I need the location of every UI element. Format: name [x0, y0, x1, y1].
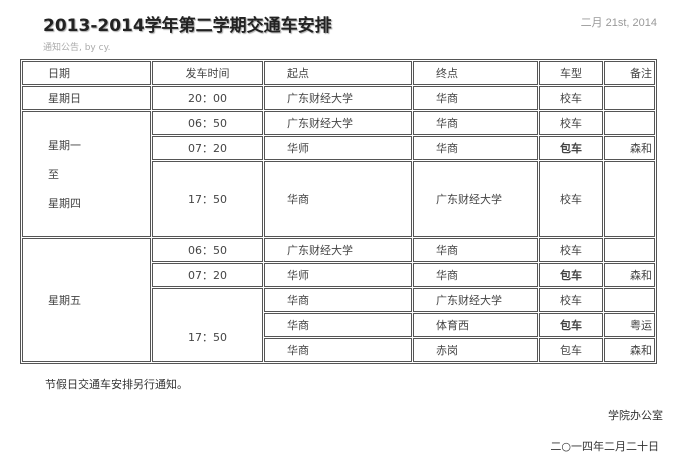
- vehicle-type-cell: 包车: [539, 136, 603, 160]
- destination-cell: 广东财经大学: [413, 288, 538, 312]
- table-row: 华商 体育西 包车 粤运: [22, 313, 655, 337]
- vehicle-type-cell: 校车: [539, 161, 603, 237]
- vehicle-type-cell: 包车: [539, 313, 603, 337]
- departure-time-cell: 17：50: [152, 288, 263, 362]
- vehicle-type-cell: 校车: [539, 238, 603, 262]
- day-cell: 星期日: [22, 86, 151, 110]
- destination-cell: 体育西: [413, 313, 538, 337]
- column-header: 起点: [264, 61, 412, 85]
- vehicle-type-cell: 校车: [539, 86, 603, 110]
- origin-cell: 华商: [264, 161, 412, 237]
- schedule-table: 日期 发车时间 起点 终点 车型 备注 星期日 20：00 广东财经大学 华商 校车 星期一至星期四 0…: [20, 59, 657, 364]
- table-row: 17：50 华商 广东财经大学 校车: [22, 161, 655, 237]
- origin-cell: 广东财经大学: [264, 238, 412, 262]
- destination-cell: 华商: [413, 111, 538, 135]
- day-cell: 星期五: [22, 238, 151, 362]
- vehicle-type-cell: 校车: [539, 111, 603, 135]
- remark-cell: 森和: [604, 338, 655, 362]
- destination-cell: 华商: [413, 86, 538, 110]
- sign-date: 二○一四年二月二十日: [550, 440, 659, 453]
- post-meta: 通知公告, by cy.: [43, 43, 111, 53]
- column-header: 车型: [539, 61, 603, 85]
- day-label: 星期四: [48, 196, 81, 210]
- departure-time-cell: 07：20: [152, 263, 263, 287]
- column-header: 终点: [413, 61, 538, 85]
- origin-cell: 华商: [264, 288, 412, 312]
- day-label: 星期一: [48, 138, 81, 152]
- post-date: 二月 21st, 2014: [580, 17, 657, 29]
- table-header-row: 日期 发车时间 起点 终点 车型 备注: [22, 61, 655, 85]
- remark-cell: 粤运: [604, 313, 655, 337]
- remark-cell: [604, 161, 655, 237]
- column-header: 日期: [22, 61, 151, 85]
- table-row: 07：20 华师 华商 包车 森和: [22, 136, 655, 160]
- vehicle-type-cell: 包车: [539, 263, 603, 287]
- table-row: 星期五 06：50 广东财经大学 华商 校车: [22, 238, 655, 362]
- post-title[interactable]: 2013-2014学年第二学期交通车安排: [43, 16, 332, 36]
- remark-cell: 森和: [604, 263, 655, 287]
- remark-cell: [604, 86, 655, 110]
- departure-time-cell: 06：50: [152, 238, 263, 262]
- office-signature: 学院办公室: [608, 409, 663, 422]
- departure-time-cell: 06：50: [152, 111, 263, 135]
- holiday-note: 节假日交通车安排另行通知。: [45, 378, 188, 391]
- vehicle-type-cell: 包车: [539, 338, 603, 362]
- origin-cell: 华商: [264, 313, 412, 337]
- table-row: 星期日 20：00 广东财经大学 华商 校车: [22, 86, 655, 110]
- day-cell: 星期一至星期四: [22, 111, 151, 237]
- column-header: 备注: [604, 61, 655, 85]
- table-row: 华商 赤岗 包车 森和: [22, 338, 655, 362]
- destination-cell: 华商: [413, 263, 538, 287]
- destination-cell: 广东财经大学: [413, 161, 538, 237]
- remark-cell: 森和: [604, 136, 655, 160]
- origin-cell: 华师: [264, 136, 412, 160]
- destination-cell: 华商: [413, 238, 538, 262]
- departure-time-cell: 07：20: [152, 136, 263, 160]
- departure-time-cell: 17：50: [152, 161, 263, 237]
- origin-cell: 华商: [264, 338, 412, 362]
- vehicle-type-cell: 校车: [539, 288, 603, 312]
- destination-cell: 华商: [413, 136, 538, 160]
- day-label: 至: [48, 167, 59, 181]
- remark-cell: [604, 288, 655, 312]
- table-row: 17：50 华商 广东财经大学 校车: [22, 288, 655, 362]
- origin-cell: 广东财经大学: [264, 86, 412, 110]
- origin-cell: 华师: [264, 263, 412, 287]
- column-header: 发车时间: [152, 61, 263, 85]
- departure-time-cell: 20：00: [152, 86, 263, 110]
- table-row: 星期一至星期四 06：50 广东财经大学 华商 校车: [22, 111, 655, 237]
- origin-cell: 广东财经大学: [264, 111, 412, 135]
- remark-cell: [604, 238, 655, 262]
- table-row: 07：20 华师 华商 包车 森和: [22, 263, 655, 287]
- remark-cell: [604, 111, 655, 135]
- destination-cell: 赤岗: [413, 338, 538, 362]
